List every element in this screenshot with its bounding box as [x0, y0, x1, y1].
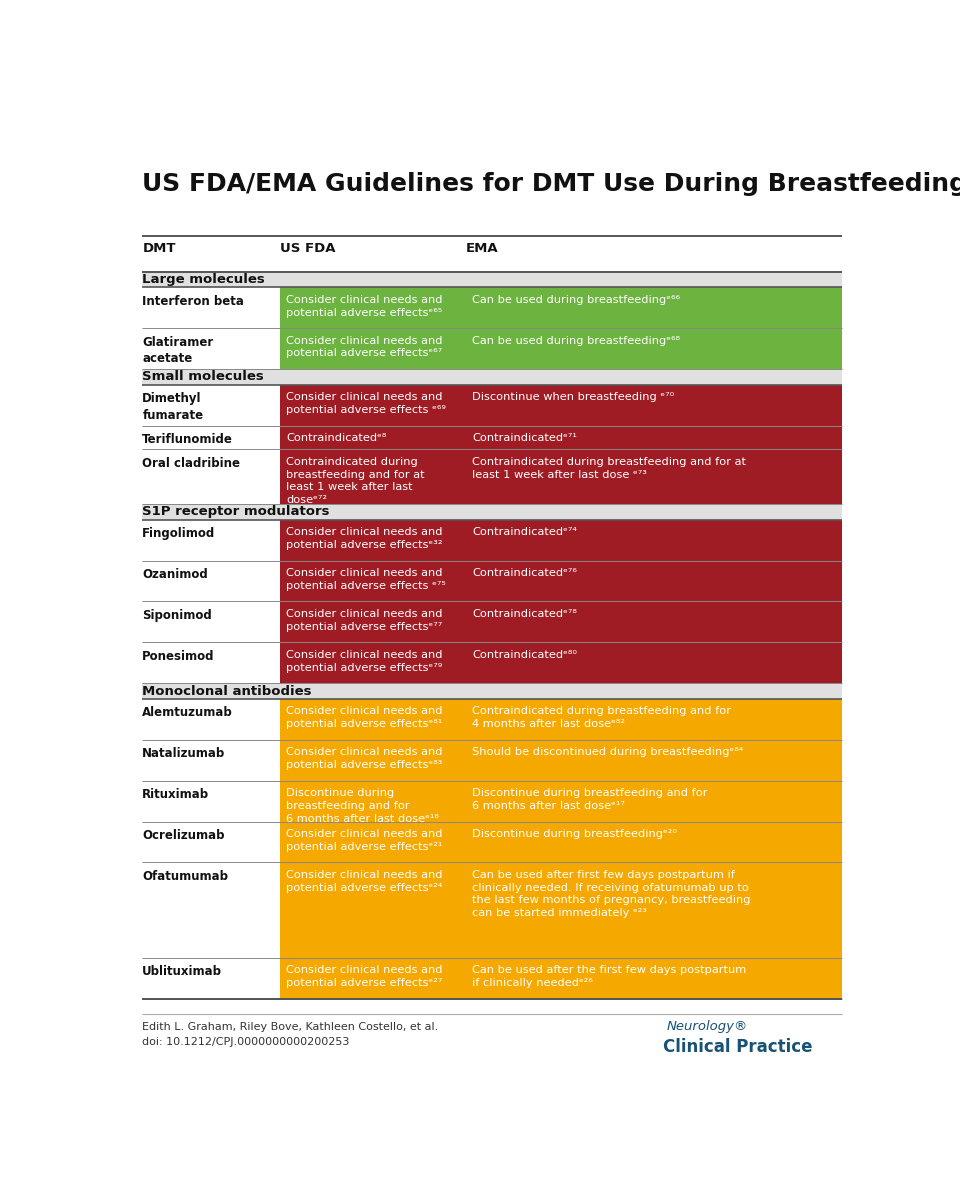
- Bar: [142, 683, 842, 700]
- Text: Consider clinical needs and
potential adverse effectsᵉ⁷⁷: Consider clinical needs and potential ad…: [286, 608, 443, 631]
- Text: Contraindicatedᵉ⁷⁴: Contraindicatedᵉ⁷⁴: [472, 527, 577, 538]
- Bar: [466, 450, 842, 504]
- Text: Consider clinical needs and
potential adverse effects ᵉ⁶⁹: Consider clinical needs and potential ad…: [286, 392, 445, 415]
- Text: Oral cladribine: Oral cladribine: [142, 457, 240, 470]
- Bar: [280, 287, 466, 328]
- Text: Neurology®: Neurology®: [667, 1020, 748, 1033]
- Bar: [466, 520, 842, 560]
- Text: Consider clinical needs and
potential adverse effects ᵉ⁷⁵: Consider clinical needs and potential ad…: [286, 568, 445, 590]
- Text: Contraindicated during breastfeeding and for
4 months after last doseᵉ⁸²: Contraindicated during breastfeeding and…: [472, 707, 731, 730]
- Bar: [280, 740, 466, 781]
- Bar: [466, 560, 842, 601]
- Text: Contraindicatedᵉ⁷¹: Contraindicatedᵉ⁷¹: [472, 433, 577, 443]
- Bar: [280, 560, 466, 601]
- Bar: [280, 781, 466, 822]
- Bar: [280, 520, 466, 560]
- Bar: [466, 328, 842, 370]
- Text: DMT: DMT: [142, 242, 176, 254]
- Text: Contraindicated during breastfeeding and for at
least 1 week after last dose ᵉ⁷³: Contraindicated during breastfeeding and…: [472, 457, 746, 480]
- Bar: [280, 642, 466, 683]
- Text: Ublituximab: Ublituximab: [142, 965, 223, 978]
- Text: Teriflunomide: Teriflunomide: [142, 433, 233, 446]
- Text: Contraindicatedᵉ⁸: Contraindicatedᵉ⁸: [286, 433, 386, 443]
- Bar: [466, 385, 842, 426]
- Text: Large molecules: Large molecules: [142, 272, 265, 286]
- Text: US FDA: US FDA: [280, 242, 335, 254]
- Text: Consider clinical needs and
potential adverse effectsᵉ²¹: Consider clinical needs and potential ad…: [286, 829, 443, 852]
- Text: EMA: EMA: [466, 242, 498, 254]
- Text: Discontinue during breastfeedingᵉ²⁰: Discontinue during breastfeedingᵉ²⁰: [472, 829, 677, 839]
- Bar: [142, 370, 842, 385]
- Text: Rituximab: Rituximab: [142, 788, 209, 802]
- Text: Can be used after the first few days postpartum
if clinically neededᵉ²⁶: Can be used after the first few days pos…: [472, 965, 746, 988]
- Bar: [466, 958, 842, 998]
- Bar: [280, 822, 466, 863]
- Text: Discontinue during breastfeeding and for
6 months after last doseᵉ¹⁷: Discontinue during breastfeeding and for…: [472, 788, 708, 811]
- Bar: [466, 700, 842, 740]
- Text: Contraindicatedᵉ⁷⁸: Contraindicatedᵉ⁷⁸: [472, 608, 577, 619]
- Text: Consider clinical needs and
potential adverse effectsᵉ²⁴: Consider clinical needs and potential ad…: [286, 870, 443, 893]
- Bar: [280, 700, 466, 740]
- Text: Should be discontinued during breastfeedingᵉ⁸⁴: Should be discontinued during breastfeed…: [472, 748, 743, 757]
- Text: Contraindicated during
breastfeeding and for at
least 1 week after last
doseᵉ⁷²: Contraindicated during breastfeeding and…: [286, 457, 424, 505]
- Text: Ozanimod: Ozanimod: [142, 568, 208, 581]
- Text: Clinical Practice: Clinical Practice: [663, 1038, 812, 1056]
- Text: S1P receptor modulators: S1P receptor modulators: [142, 505, 330, 518]
- Text: Consider clinical needs and
potential adverse effectsᵉ⁸¹: Consider clinical needs and potential ad…: [286, 707, 443, 730]
- Text: Alemtuzumab: Alemtuzumab: [142, 707, 233, 720]
- Text: Glatiramer
acetate: Glatiramer acetate: [142, 336, 213, 365]
- Text: Consider clinical needs and
potential adverse effectsᵉ⁷⁹: Consider clinical needs and potential ad…: [286, 649, 443, 672]
- Text: Monoclonal antibodies: Monoclonal antibodies: [142, 685, 312, 697]
- Text: Consider clinical needs and
potential adverse effectsᵉ³²: Consider clinical needs and potential ad…: [286, 527, 443, 550]
- Text: Can be used during breastfeedingᵉ⁶⁶: Can be used during breastfeedingᵉ⁶⁶: [472, 295, 680, 305]
- Bar: [280, 601, 466, 642]
- Bar: [280, 958, 466, 998]
- Text: Edith L. Graham, Riley Bove, Kathleen Costello, et al.: Edith L. Graham, Riley Bove, Kathleen Co…: [142, 1022, 439, 1032]
- Bar: [280, 863, 466, 958]
- Text: Ocrelizumab: Ocrelizumab: [142, 829, 225, 842]
- Bar: [466, 740, 842, 781]
- Text: Consider clinical needs and
potential adverse effectsᵉ⁶⁷: Consider clinical needs and potential ad…: [286, 336, 443, 359]
- Bar: [466, 863, 842, 958]
- Bar: [280, 426, 466, 450]
- Bar: [142, 271, 842, 287]
- Bar: [280, 328, 466, 370]
- Bar: [466, 781, 842, 822]
- Text: Ponesimod: Ponesimod: [142, 649, 215, 662]
- Text: Contraindicatedᵉ⁷⁶: Contraindicatedᵉ⁷⁶: [472, 568, 577, 578]
- Text: US FDA/EMA Guidelines for DMT Use During Breastfeeding: US FDA/EMA Guidelines for DMT Use During…: [142, 172, 960, 196]
- Bar: [466, 822, 842, 863]
- Text: Discontinue during
breastfeeding and for
6 months after last doseᵉ¹⁸: Discontinue during breastfeeding and for…: [286, 788, 439, 823]
- Text: Consider clinical needs and
potential adverse effectsᵉ⁸³: Consider clinical needs and potential ad…: [286, 748, 443, 770]
- Text: Discontinue when breastfeeding ᵉ⁷⁰: Discontinue when breastfeeding ᵉ⁷⁰: [472, 392, 674, 402]
- Text: Contraindicatedᵉ⁸⁰: Contraindicatedᵉ⁸⁰: [472, 649, 577, 660]
- Text: Interferon beta: Interferon beta: [142, 295, 244, 307]
- Bar: [466, 287, 842, 328]
- Text: Dimethyl
fumarate: Dimethyl fumarate: [142, 392, 204, 421]
- Bar: [142, 504, 842, 520]
- Text: doi: 10.1212/CPJ.0000000000200253: doi: 10.1212/CPJ.0000000000200253: [142, 1037, 349, 1046]
- Text: Natalizumab: Natalizumab: [142, 748, 226, 761]
- Text: Can be used during breastfeedingᵉ⁶⁸: Can be used during breastfeedingᵉ⁶⁸: [472, 336, 680, 346]
- Bar: [280, 450, 466, 504]
- Bar: [466, 426, 842, 450]
- Bar: [280, 385, 466, 426]
- Text: Fingolimod: Fingolimod: [142, 527, 216, 540]
- Text: Can be used after first few days postpartum if
clinically needed. If receiving o: Can be used after first few days postpar…: [472, 870, 751, 918]
- Text: Small molecules: Small molecules: [142, 371, 264, 384]
- Bar: [466, 642, 842, 683]
- Text: Consider clinical needs and
potential adverse effectsᵉ²⁷: Consider clinical needs and potential ad…: [286, 965, 443, 988]
- Text: Siponimod: Siponimod: [142, 608, 212, 622]
- Text: Ofatumumab: Ofatumumab: [142, 870, 228, 883]
- Bar: [466, 601, 842, 642]
- Text: Consider clinical needs and
potential adverse effectsᵉ⁶⁵: Consider clinical needs and potential ad…: [286, 295, 443, 318]
